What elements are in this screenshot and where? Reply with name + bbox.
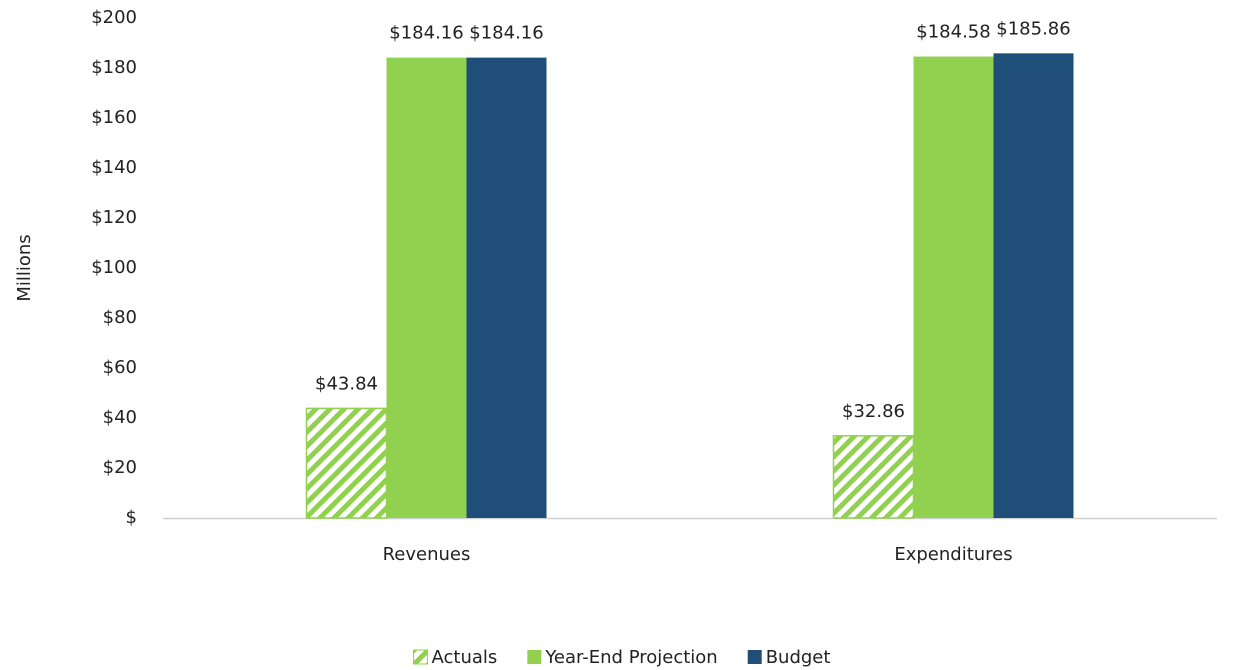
y-tick-label: $140 <box>91 157 137 178</box>
y-tick-label: $60 <box>103 357 137 378</box>
x-tick-label: Expenditures <box>894 544 1012 565</box>
value-label: $184.16 <box>469 23 543 44</box>
legend-label: Year-End Projection <box>544 647 717 668</box>
y-tick-label: $100 <box>91 257 137 278</box>
bar <box>305 407 388 519</box>
y-tick-label: $160 <box>91 107 137 128</box>
y-tick-label: $180 <box>91 57 137 78</box>
legend-label: Budget <box>766 647 831 668</box>
y-tick-label: $ <box>126 507 137 528</box>
legend-swatch <box>747 650 762 664</box>
bar <box>913 56 994 519</box>
value-label: $184.58 <box>916 22 990 43</box>
bar <box>466 57 547 518</box>
value-label: $184.16 <box>389 23 463 44</box>
bar <box>832 435 915 519</box>
y-tick-label: $40 <box>103 407 137 428</box>
x-tick-label: Revenues <box>383 544 471 565</box>
y-tick-label: $120 <box>91 207 137 228</box>
value-label: $43.84 <box>315 373 378 394</box>
bar <box>386 57 467 518</box>
y-tick-label: $20 <box>103 457 137 478</box>
y-axis-label: Millions <box>14 234 35 301</box>
legend-swatch <box>413 649 429 665</box>
legend-label: Actuals <box>432 647 498 668</box>
value-label: $32.86 <box>842 401 905 422</box>
value-label: $185.86 <box>996 18 1070 39</box>
legend-swatch <box>527 650 542 664</box>
bar <box>993 53 1074 518</box>
y-tick-label: $80 <box>103 307 137 328</box>
y-tick-label: $200 <box>91 7 137 28</box>
